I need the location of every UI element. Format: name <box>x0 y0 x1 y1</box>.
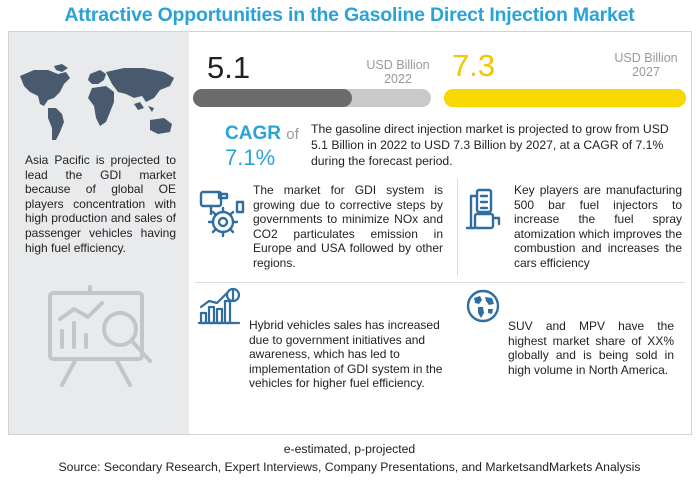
market-value-2027: 7.3 <box>452 48 496 83</box>
footnote: e-estimated, p-projected <box>283 442 416 456</box>
divider-horizontal <box>195 282 685 283</box>
presentation-chart-icon <box>48 285 152 387</box>
summary-text: The gasoline direct injection market is … <box>311 122 669 168</box>
source-note: Source: Secondary Research, Expert Inter… <box>58 460 641 474</box>
fuel-injector-icon <box>465 188 501 230</box>
asia-pacific-text: Asia Pacific is projected to lead the GD… <box>25 153 176 255</box>
unit-2022-label: USD Billion <box>366 58 430 72</box>
cagr-of: of <box>286 126 299 143</box>
year-2022-label: 2022 <box>384 72 412 86</box>
cagr-text: CAGR <box>225 123 281 144</box>
progress-fill-2022 <box>193 89 353 107</box>
market-value-2022: 5.1 <box>207 50 251 85</box>
cagr-value: 7.1% <box>225 145 276 170</box>
unit-2027: USD Billion 2027 <box>606 51 686 79</box>
progress-fill-2027 <box>444 89 686 107</box>
progress-bar-2027 <box>444 89 686 107</box>
gdi-system-text: The market for GDI system is growing due… <box>253 183 443 270</box>
progress-bar-2022 <box>193 89 431 107</box>
page-title: Attractive Opportunities in the Gasoline… <box>64 4 635 26</box>
unit-2027-label: USD Billion <box>614 51 678 65</box>
suv-mpv-text: SUV and MPV have the highest market shar… <box>508 319 674 377</box>
cagr-label: CAGR of <box>225 123 299 145</box>
year-2027-label: 2027 <box>632 65 660 79</box>
content-frame <box>8 31 692 435</box>
hybrid-vehicles-text: Hybrid vehicles sales has increased due … <box>249 318 443 391</box>
divider-vertical <box>457 178 458 276</box>
world-map-icon <box>20 64 174 140</box>
engine-gear-icon <box>199 190 245 238</box>
unit-2022: USD Billion 2022 <box>358 58 438 86</box>
globe-icon <box>466 289 500 323</box>
fuel-injector-text: Key players are manufacturing 500 bar fu… <box>514 183 682 270</box>
growth-chart-dollar-icon <box>197 287 241 325</box>
